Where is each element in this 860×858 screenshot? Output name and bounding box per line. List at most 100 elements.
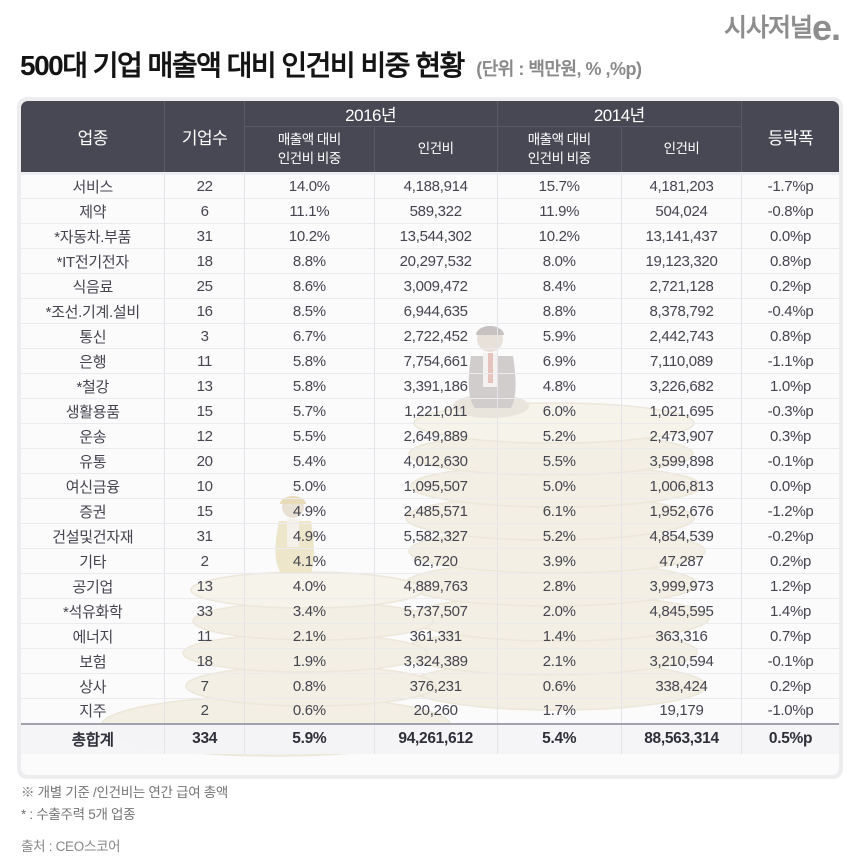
cell-ratio-2014: 6.9% <box>496 348 622 374</box>
table-row: 상사 7 0.8% 376,231 0.6% 338,424 0.2%p <box>21 673 839 699</box>
footnote-basis: ※ 개별 기준 /인건비는 연간 급여 총액 <box>21 785 229 800</box>
cell-ratio-2014: 3.9% <box>496 548 622 574</box>
cell-ratio-2016: 10.2% <box>243 223 375 249</box>
table-row: 보험 18 1.9% 3,324,389 2.1% 3,210,594 -0.1%p <box>21 648 839 674</box>
cell-ratio-2014: 5.0% <box>496 473 622 499</box>
cell-industry: 제약 <box>21 198 166 224</box>
cell-ratio-2014: 15.7% <box>496 173 622 199</box>
cell-ratio-2016: 2.1% <box>243 623 375 649</box>
total-labor-cost-2014: 88,563,314 <box>620 722 743 754</box>
masthead: 500대 기업 매출액 대비 인건비 비중 현황 (단위 : 백만원, % ,%… <box>20 44 840 84</box>
cell-labor-cost-2014: 3,210,594 <box>620 648 743 674</box>
col-header-ratio-2016: 매출액 대비 인건비 비중 <box>243 126 375 175</box>
cell-change: 1.4%p <box>741 598 839 624</box>
cell-change: 0.7%p <box>741 623 839 649</box>
cell-industry: 서비스 <box>21 173 166 199</box>
cell-ratio-2016: 5.8% <box>243 373 375 399</box>
cell-ratio-2014: 1.7% <box>496 698 622 724</box>
cell-labor-cost-2014: 504,024 <box>620 198 743 224</box>
page-title: 500대 기업 매출액 대비 인건비 비중 현황 <box>20 50 465 81</box>
cell-labor-cost-2014: 338,424 <box>620 673 743 699</box>
cell-labor-cost-2016: 1,095,507 <box>373 473 498 499</box>
cell-company-count: 22 <box>164 173 245 199</box>
cell-labor-cost-2016: 4,012,630 <box>373 448 498 474</box>
cell-industry: *자동차.부품 <box>21 223 166 249</box>
cell-industry: *IT전기전자 <box>21 248 166 274</box>
cell-labor-cost-2016: 20,297,532 <box>373 248 498 274</box>
cell-labor-cost-2016: 2,722,452 <box>373 323 498 349</box>
cell-company-count: 7 <box>164 673 245 699</box>
cell-company-count: 3 <box>164 323 245 349</box>
table-row: 여신금융 10 5.0% 1,095,507 5.0% 1,006,813 0.0%p <box>21 473 839 499</box>
cell-industry: 식음료 <box>21 273 166 299</box>
cell-ratio-2016: 4.9% <box>243 498 375 524</box>
cell-company-count: 20 <box>164 448 245 474</box>
cell-ratio-2016: 11.1% <box>243 198 375 224</box>
table-container: 업종 기업수 2016년 2014년 등락폭 매출액 대비 인건비 비중 인건비… <box>17 97 843 779</box>
cell-labor-cost-2014: 1,006,813 <box>620 473 743 499</box>
cell-labor-cost-2016: 13,544,302 <box>373 223 498 249</box>
cell-change: -0.2%p <box>741 523 839 549</box>
cell-ratio-2016: 4.9% <box>243 523 375 549</box>
cell-labor-cost-2016: 2,649,889 <box>373 423 498 449</box>
cell-labor-cost-2016: 376,231 <box>373 673 498 699</box>
cell-labor-cost-2014: 2,721,128 <box>620 273 743 299</box>
cell-industry: *석유화학 <box>21 598 166 624</box>
cell-ratio-2016: 0.6% <box>243 698 375 724</box>
cell-labor-cost-2016: 589,322 <box>373 198 498 224</box>
cell-ratio-2016: 5.4% <box>243 448 375 474</box>
cell-labor-cost-2016: 1,221,011 <box>373 398 498 424</box>
cell-industry: *조선.기계.설비 <box>21 298 166 324</box>
cell-industry: 운송 <box>21 423 166 449</box>
cell-change: 0.2%p <box>741 673 839 699</box>
cell-labor-cost-2016: 7,754,661 <box>373 348 498 374</box>
cell-company-count: 16 <box>164 298 245 324</box>
cell-change: 0.2%p <box>741 273 839 299</box>
cell-labor-cost-2014: 4,845,595 <box>620 598 743 624</box>
cell-industry: 여신금융 <box>21 473 166 499</box>
cell-company-count: 15 <box>164 498 245 524</box>
cell-change: 0.3%p <box>741 423 839 449</box>
table-row: 운송 12 5.5% 2,649,889 5.2% 2,473,907 0.3%p <box>21 423 839 449</box>
cell-labor-cost-2014: 3,599,898 <box>620 448 743 474</box>
cell-labor-cost-2016: 361,331 <box>373 623 498 649</box>
cell-ratio-2014: 8.8% <box>496 298 622 324</box>
cell-company-count: 25 <box>164 273 245 299</box>
cell-industry: 기타 <box>21 548 166 574</box>
cell-industry: 은행 <box>21 348 166 374</box>
cell-company-count: 2 <box>164 548 245 574</box>
cell-ratio-2014: 5.5% <box>496 448 622 474</box>
cell-labor-cost-2016: 62,720 <box>373 548 498 574</box>
cell-labor-cost-2014: 4,854,539 <box>620 523 743 549</box>
cell-labor-cost-2016: 6,944,635 <box>373 298 498 324</box>
cell-change: -1.1%p <box>741 348 839 374</box>
source-credit: 출처 : CEO스코어 <box>21 839 121 855</box>
cell-labor-cost-2016: 4,188,914 <box>373 173 498 199</box>
cell-ratio-2016: 6.7% <box>243 323 375 349</box>
col-header-ratio-2014: 매출액 대비 인건비 비중 <box>496 126 622 175</box>
cell-industry: 보험 <box>21 648 166 674</box>
cell-labor-cost-2016: 4,889,763 <box>373 573 498 599</box>
cell-labor-cost-2016: 2,485,571 <box>373 498 498 524</box>
cell-labor-cost-2014: 13,141,437 <box>620 223 743 249</box>
table-row: *철강 13 5.8% 3,391,186 4.8% 3,226,682 1.0%p <box>21 373 839 399</box>
table-row: 공기업 13 4.0% 4,889,763 2.8% 3,999,973 1.2%p <box>21 573 839 599</box>
cell-ratio-2014: 6.0% <box>496 398 622 424</box>
cell-labor-cost-2014: 2,473,907 <box>620 423 743 449</box>
total-row: 총합계 334 5.9% 94,261,612 5.4% 88,563,314 … <box>21 722 839 754</box>
footnote-asterisk: * : 수출주력 5개 업종 <box>21 806 136 822</box>
table-header: 업종 기업수 2016년 2014년 등락폭 매출액 대비 인건비 비중 인건비… <box>21 101 839 175</box>
col-header-industry: 업종 <box>21 101 166 175</box>
cell-ratio-2014: 5.2% <box>496 423 622 449</box>
table-inner: 업종 기업수 2016년 2014년 등락폭 매출액 대비 인건비 비중 인건비… <box>21 101 839 775</box>
cell-change: 0.0%p <box>741 223 839 249</box>
cell-ratio-2014: 5.9% <box>496 323 622 349</box>
table-row: 서비스 22 14.0% 4,188,914 15.7% 4,181,203 -1.7%p <box>21 173 839 199</box>
table-row: 증권 15 4.9% 2,485,571 6.1% 1,952,676 -1.2%p <box>21 498 839 524</box>
table-row: *IT전기전자 18 8.8% 20,297,532 8.0% 19,123,320 0.8… <box>21 248 839 274</box>
cell-ratio-2014: 0.6% <box>496 673 622 699</box>
cell-ratio-2016: 8.6% <box>243 273 375 299</box>
cell-change: 0.2%p <box>741 548 839 574</box>
table-row: 지주 2 0.6% 20,260 1.7% 19,179 -1.0%p <box>21 698 839 724</box>
cell-ratio-2014: 8.4% <box>496 273 622 299</box>
